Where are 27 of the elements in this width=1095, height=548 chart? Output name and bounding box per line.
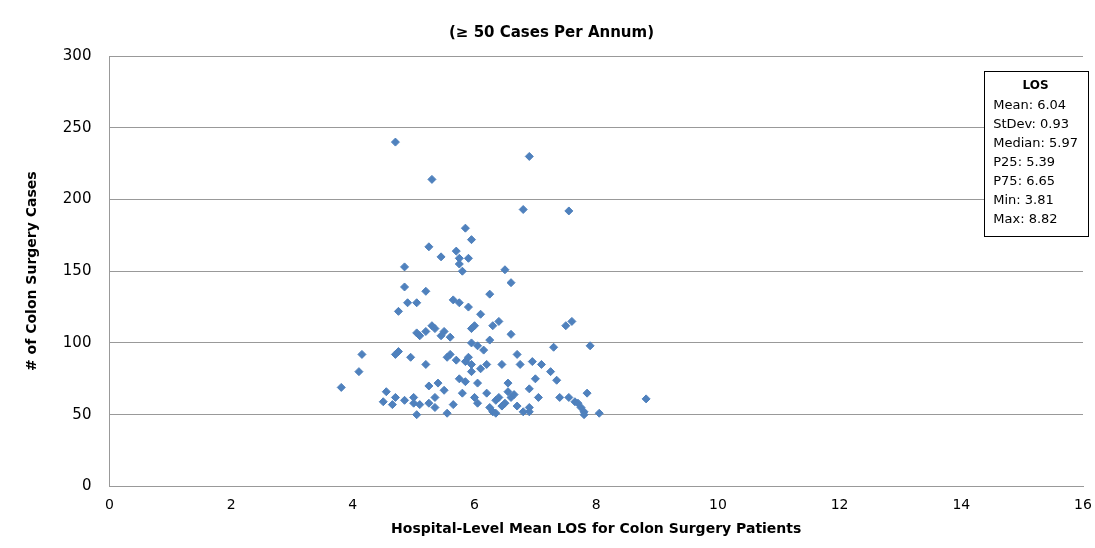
x-tick-label: 6 bbox=[470, 496, 480, 513]
y-tick-label: 200 bbox=[62, 189, 92, 208]
y-tick-label: 250 bbox=[62, 117, 92, 136]
y-axis-title: # of Colon Surgery Cases bbox=[23, 171, 40, 371]
x-tick-label: 14 bbox=[952, 496, 971, 513]
x-tick-label: 8 bbox=[591, 496, 601, 513]
y-tick-label: 0 bbox=[81, 476, 92, 495]
annotation: Mean: 6.04 bbox=[993, 96, 1068, 114]
annotation: P25: 5.39 bbox=[993, 153, 1057, 171]
chart-title: (≥ 50 Cases Per Annum) bbox=[448, 22, 655, 41]
annotation: P75: 6.65 bbox=[993, 172, 1057, 190]
x-axis-title: Hospital-Level Mean LOS for Colon Surgery Patients bbox=[391, 520, 802, 537]
x-tick-label: 0 bbox=[104, 496, 114, 513]
y-tick-label: 300 bbox=[62, 45, 92, 64]
y-tick-label: 50 bbox=[72, 404, 92, 423]
y-tick-label: 100 bbox=[62, 332, 92, 351]
x-tick-label: 16 bbox=[1074, 496, 1092, 513]
x-tick-label: 10 bbox=[709, 496, 727, 513]
x-tick-label: 2 bbox=[226, 496, 236, 513]
annotation: StDev: 0.93 bbox=[993, 115, 1071, 133]
annotation: Max: 8.82 bbox=[993, 210, 1059, 228]
annotation: Min: 3.81 bbox=[993, 191, 1055, 209]
annotation: LOS bbox=[1021, 77, 1050, 94]
x-tick-label: 4 bbox=[348, 496, 358, 513]
y-tick-label: 150 bbox=[62, 261, 92, 280]
x-tick-label: 12 bbox=[830, 496, 849, 513]
annotation: Median: 5.97 bbox=[993, 134, 1078, 152]
